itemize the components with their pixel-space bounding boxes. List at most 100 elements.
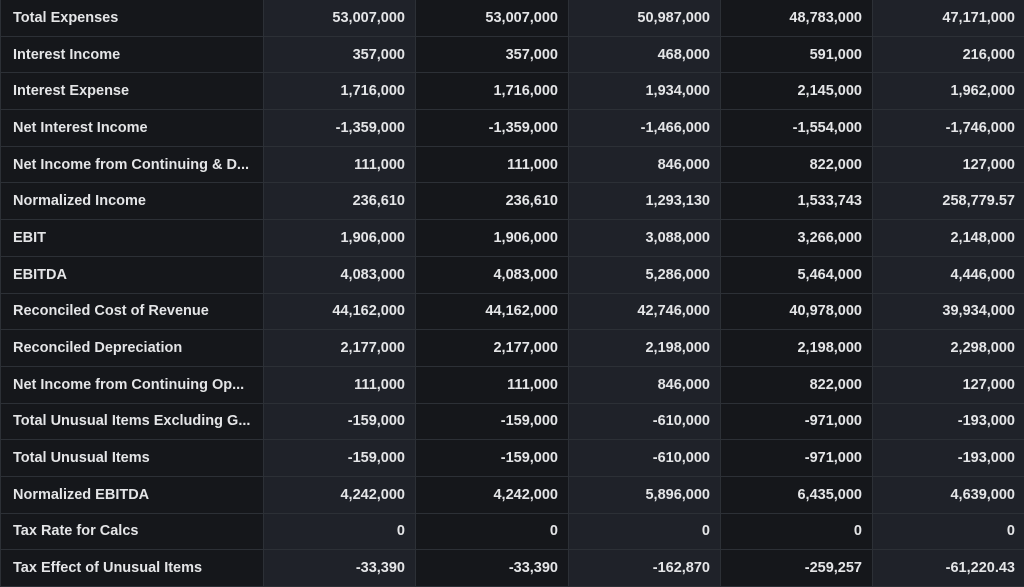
row-label: Total Expenses <box>1 0 264 36</box>
value-cell: -193,000 <box>873 403 1024 440</box>
value-cell: -162,870 <box>569 550 721 587</box>
value-cell: 1,906,000 <box>264 220 416 257</box>
value-cell: -1,359,000 <box>264 110 416 147</box>
value-cell: 127,000 <box>873 366 1024 403</box>
value-cell: 42,746,000 <box>569 293 721 330</box>
value-cell: -971,000 <box>721 403 873 440</box>
row-label: Total Unusual Items Excluding G... <box>1 403 264 440</box>
value-cell: 53,007,000 <box>416 0 569 36</box>
value-cell: 822,000 <box>721 366 873 403</box>
row-label: Reconciled Depreciation <box>1 330 264 367</box>
value-cell: -193,000 <box>873 440 1024 477</box>
value-cell: 357,000 <box>416 36 569 73</box>
value-cell: 357,000 <box>264 36 416 73</box>
value-cell: 1,962,000 <box>873 73 1024 110</box>
row-label: Net Income from Continuing & D... <box>1 146 264 183</box>
value-cell: 111,000 <box>416 366 569 403</box>
value-cell: 5,464,000 <box>721 256 873 293</box>
value-cell: 40,978,000 <box>721 293 873 330</box>
value-cell: 591,000 <box>721 36 873 73</box>
value-cell: -33,390 <box>416 550 569 587</box>
value-cell: -61,220.43 <box>873 550 1024 587</box>
table-row: Net Income from Continuing & D...111,000… <box>1 146 1024 183</box>
value-cell: 111,000 <box>264 146 416 183</box>
value-cell: -259,257 <box>721 550 873 587</box>
value-cell: -33,390 <box>264 550 416 587</box>
value-cell: 4,242,000 <box>264 476 416 513</box>
value-cell: 4,446,000 <box>873 256 1024 293</box>
value-cell: 5,286,000 <box>569 256 721 293</box>
value-cell: 5,896,000 <box>569 476 721 513</box>
value-cell: 216,000 <box>873 36 1024 73</box>
value-cell: 39,934,000 <box>873 293 1024 330</box>
table-row: Tax Effect of Unusual Items-33,390-33,39… <box>1 550 1024 587</box>
value-cell: 468,000 <box>569 36 721 73</box>
value-cell: 0 <box>416 513 569 550</box>
value-cell: 236,610 <box>416 183 569 220</box>
value-cell: 2,198,000 <box>721 330 873 367</box>
row-label: EBITDA <box>1 256 264 293</box>
value-cell: 111,000 <box>416 146 569 183</box>
value-cell: 2,298,000 <box>873 330 1024 367</box>
value-cell: 47,171,000 <box>873 0 1024 36</box>
row-label: Tax Rate for Calcs <box>1 513 264 550</box>
row-label: Interest Expense <box>1 73 264 110</box>
value-cell: -1,466,000 <box>569 110 721 147</box>
row-label: Net Income from Continuing Op... <box>1 366 264 403</box>
value-cell: 111,000 <box>264 366 416 403</box>
value-cell: 2,148,000 <box>873 220 1024 257</box>
value-cell: 1,716,000 <box>264 73 416 110</box>
value-cell: 4,083,000 <box>416 256 569 293</box>
value-cell: 1,293,130 <box>569 183 721 220</box>
value-cell: 44,162,000 <box>416 293 569 330</box>
value-cell: -159,000 <box>416 403 569 440</box>
row-label: Normalized EBITDA <box>1 476 264 513</box>
value-cell: 822,000 <box>721 146 873 183</box>
value-cell: -610,000 <box>569 440 721 477</box>
table-row: Net Interest Income-1,359,000-1,359,000-… <box>1 110 1024 147</box>
value-cell: -159,000 <box>264 403 416 440</box>
value-cell: 0 <box>721 513 873 550</box>
value-cell: 4,639,000 <box>873 476 1024 513</box>
row-label: Normalized Income <box>1 183 264 220</box>
row-label: Interest Income <box>1 36 264 73</box>
value-cell: 48,783,000 <box>721 0 873 36</box>
value-cell: 127,000 <box>873 146 1024 183</box>
value-cell: -971,000 <box>721 440 873 477</box>
row-label: EBIT <box>1 220 264 257</box>
value-cell: 3,266,000 <box>721 220 873 257</box>
value-cell: 4,083,000 <box>264 256 416 293</box>
value-cell: 0 <box>873 513 1024 550</box>
value-cell: 3,088,000 <box>569 220 721 257</box>
value-cell: 6,435,000 <box>721 476 873 513</box>
row-label: Net Interest Income <box>1 110 264 147</box>
value-cell: 1,716,000 <box>416 73 569 110</box>
value-cell: 1,533,743 <box>721 183 873 220</box>
value-cell: 1,934,000 <box>569 73 721 110</box>
row-label: Reconciled Cost of Revenue <box>1 293 264 330</box>
table-row: Total Unusual Items-159,000-159,000-610,… <box>1 440 1024 477</box>
row-label: Total Unusual Items <box>1 440 264 477</box>
value-cell: 236,610 <box>264 183 416 220</box>
value-cell: 2,177,000 <box>416 330 569 367</box>
table-row: Total Unusual Items Excluding G...-159,0… <box>1 403 1024 440</box>
row-label: Tax Effect of Unusual Items <box>1 550 264 587</box>
value-cell: 2,177,000 <box>264 330 416 367</box>
value-cell: -159,000 <box>264 440 416 477</box>
value-cell: 0 <box>264 513 416 550</box>
value-cell: 258,779.57 <box>873 183 1024 220</box>
value-cell: 0 <box>569 513 721 550</box>
value-cell: -1,554,000 <box>721 110 873 147</box>
